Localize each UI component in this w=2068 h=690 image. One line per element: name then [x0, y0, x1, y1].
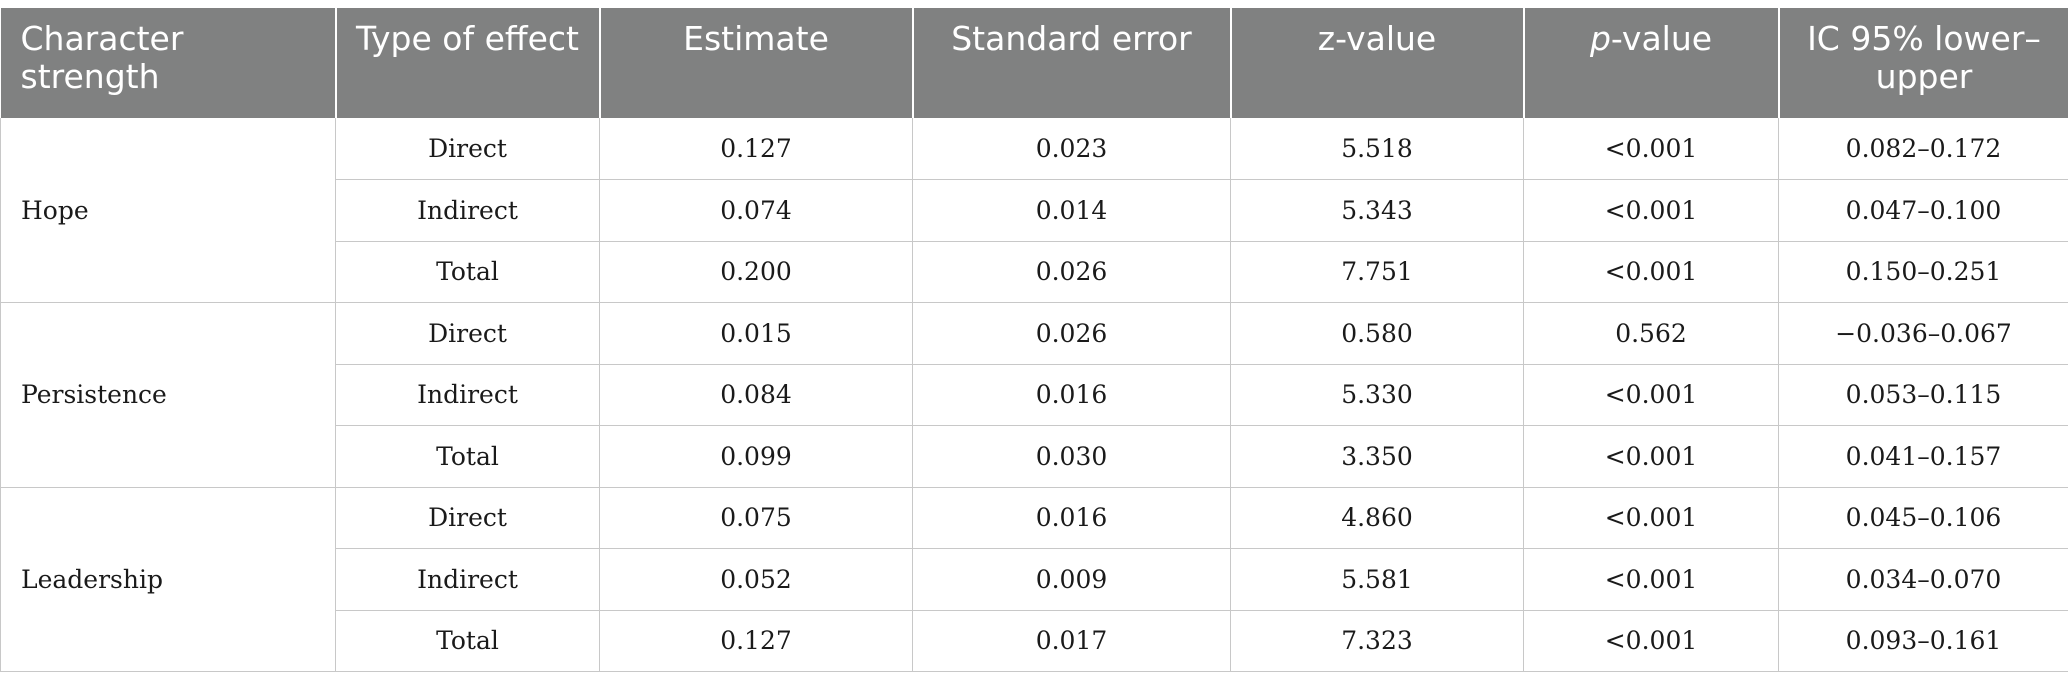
- type-cell: Indirect: [335, 179, 600, 242]
- p-cell: <0.001: [1523, 486, 1779, 549]
- header-p-value: p-value: [1522, 8, 1779, 118]
- table-row: Indirect 0.084 0.016 5.330 <0.001 0.053–…: [1, 363, 2068, 426]
- z-cell: 0.580: [1230, 302, 1524, 365]
- p-cell: 0.562: [1523, 302, 1779, 365]
- ci-cell: 0.041–0.157: [1778, 425, 2068, 488]
- type-cell: Total: [335, 240, 600, 303]
- header-standard-error: Standard error: [911, 8, 1231, 118]
- se-cell: 0.026: [912, 240, 1231, 303]
- type-cell: Direct: [335, 118, 600, 180]
- type-cell: Indirect: [335, 548, 600, 611]
- z-cell: 7.751: [1230, 240, 1524, 303]
- estimate-cell: 0.200: [599, 240, 913, 303]
- z-cell: 4.860: [1230, 486, 1524, 549]
- header-estimate: Estimate: [598, 8, 913, 118]
- header-z-value: z-value: [1229, 8, 1524, 118]
- results-table-container: Character strength Type of effect Estima…: [0, 8, 2068, 672]
- estimate-cell: 0.127: [599, 118, 913, 180]
- header-row: Character strength Type of effect Estima…: [0, 8, 2068, 118]
- ci-cell: 0.034–0.070: [1778, 548, 2068, 611]
- table-row: Hope Direct 0.127 0.023 5.518 <0.001 0.0…: [0, 118, 2068, 303]
- estimate-cell: 0.074: [599, 179, 913, 242]
- table-body: Hope Direct 0.127 0.023 5.518 <0.001 0.0…: [0, 118, 2068, 672]
- p-cell: <0.001: [1523, 548, 1779, 611]
- header-character-strength: Character strength: [0, 8, 336, 118]
- z-cell: 3.350: [1230, 425, 1524, 488]
- se-cell: 0.014: [912, 179, 1231, 242]
- se-cell: 0.026: [912, 302, 1231, 365]
- strength-cell: Hope: [0, 118, 336, 303]
- p-cell: <0.001: [1523, 363, 1779, 426]
- z-cell: 7.323: [1230, 609, 1524, 672]
- header-p-italic: p: [1589, 19, 1611, 58]
- se-cell: 0.009: [912, 548, 1231, 611]
- z-cell: 5.581: [1230, 548, 1524, 611]
- table-row: Persistence Direct 0.015 0.026 0.580 0.5…: [0, 302, 2068, 488]
- estimate-cell: 0.052: [599, 548, 913, 611]
- estimate-cell: 0.127: [599, 609, 913, 672]
- estimate-cell: 0.075: [599, 486, 913, 549]
- p-cell: <0.001: [1523, 240, 1779, 303]
- z-cell: 5.343: [1230, 179, 1524, 242]
- table-header: Character strength Type of effect Estima…: [0, 8, 2068, 118]
- p-cell: <0.001: [1523, 118, 1779, 180]
- strength-cell: Persistence: [0, 302, 336, 488]
- se-cell: 0.016: [912, 486, 1231, 549]
- ci-cell: 0.047–0.100: [1778, 179, 2068, 242]
- estimate-cell: 0.084: [599, 363, 913, 426]
- type-cell: Direct: [335, 486, 600, 549]
- table-row: Indirect 0.052 0.009 5.581 <0.001 0.034–…: [1, 548, 2068, 611]
- z-cell: 5.518: [1230, 118, 1524, 180]
- table-row: Total 0.127 0.017 7.323 <0.001 0.093–0.1…: [1, 609, 2068, 672]
- table-row: Total 0.200 0.026 7.751 <0.001 0.150–0.2…: [1, 240, 2068, 303]
- strength-cell: Leadership: [0, 486, 336, 672]
- ci-cell: 0.082–0.172: [1778, 118, 2068, 180]
- header-type-of-effect: Type of effect: [334, 8, 600, 118]
- type-cell: Total: [335, 609, 600, 672]
- ci-cell: 0.150–0.251: [1778, 240, 2068, 303]
- mediation-effects-table: Character strength Type of effect Estima…: [0, 8, 2068, 672]
- estimate-cell: 0.099: [599, 425, 913, 488]
- estimate-cell: 0.015: [599, 302, 913, 365]
- table-row: Leadership Direct 0.075 0.016 4.860 <0.0…: [0, 486, 2068, 672]
- p-cell: <0.001: [1523, 609, 1779, 672]
- ci-cell: 0.053–0.115: [1778, 363, 2068, 426]
- header-p-rest: -value: [1610, 19, 1713, 58]
- p-cell: <0.001: [1523, 179, 1779, 242]
- ci-cell: 0.093–0.161: [1778, 609, 2068, 672]
- ci-cell: 0.045–0.106: [1778, 486, 2068, 549]
- se-cell: 0.017: [912, 609, 1231, 672]
- se-cell: 0.023: [912, 118, 1231, 180]
- z-cell: 5.330: [1230, 363, 1524, 426]
- type-cell: Total: [335, 425, 600, 488]
- type-cell: Direct: [335, 302, 600, 365]
- ci-cell: −0.036–0.067: [1778, 302, 2068, 365]
- se-cell: 0.016: [912, 363, 1231, 426]
- type-cell: Indirect: [335, 363, 600, 426]
- se-cell: 0.030: [912, 425, 1231, 488]
- header-ic-95: IC 95% lower–upper: [1777, 8, 2068, 118]
- p-cell: <0.001: [1523, 425, 1779, 488]
- table-row: Total 0.099 0.030 3.350 <0.001 0.041–0.1…: [1, 425, 2068, 488]
